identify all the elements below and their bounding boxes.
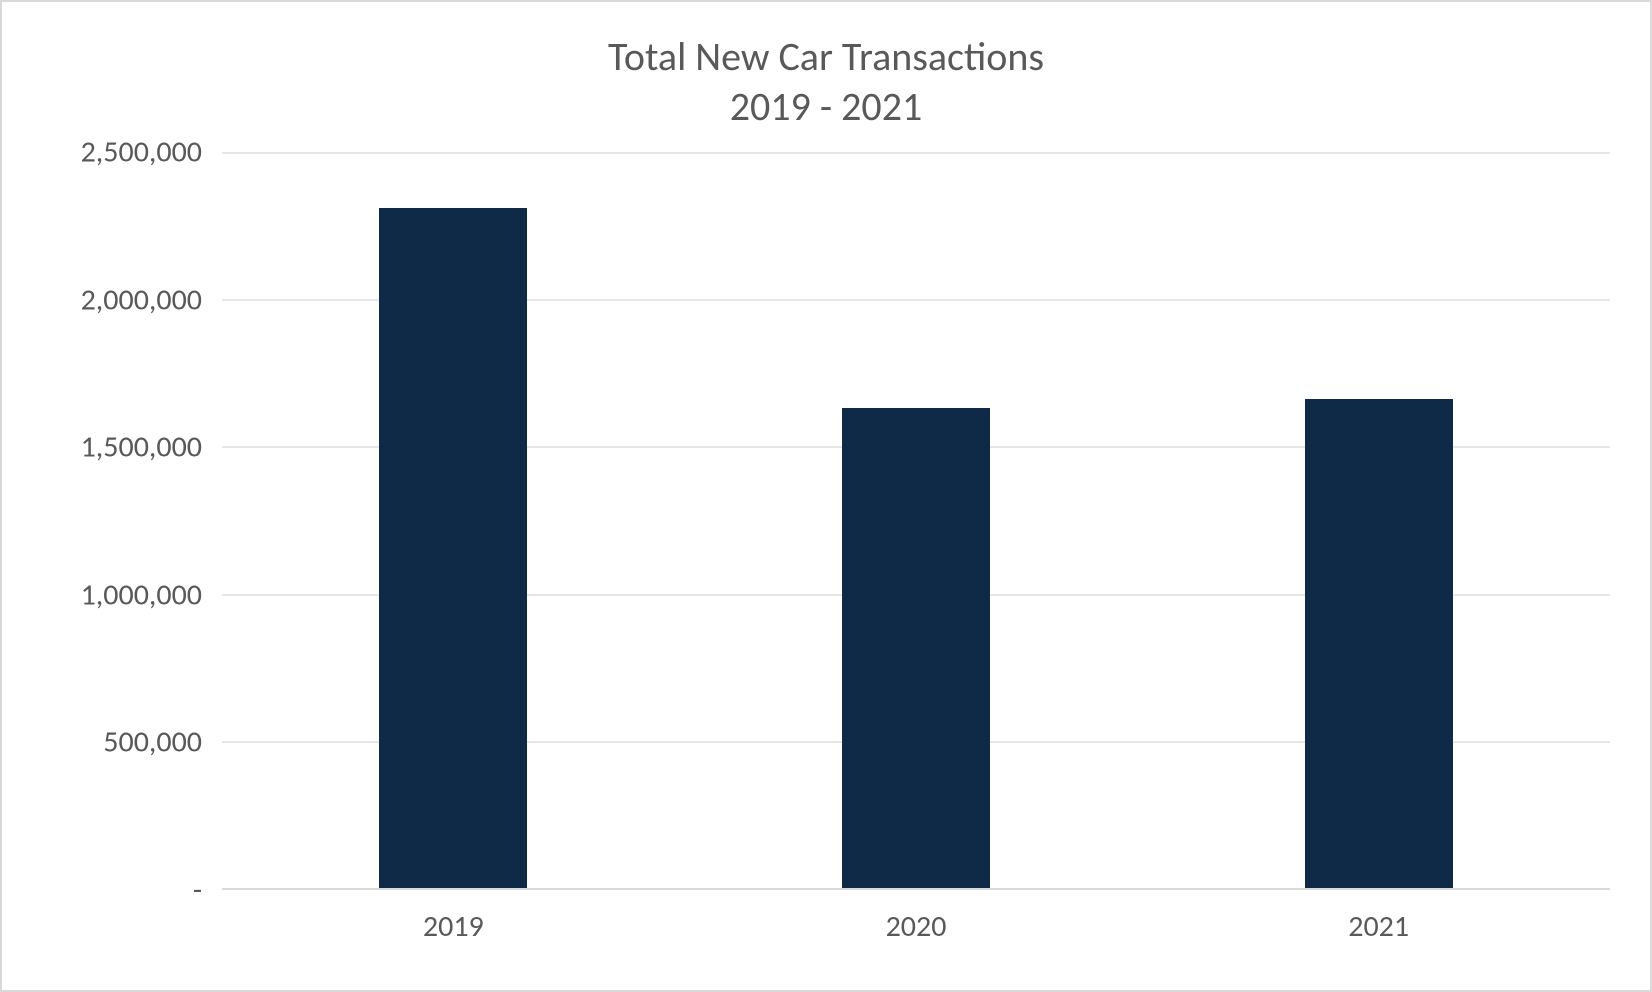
plot-column: 201920202021 — [222, 152, 1610, 960]
chart-title: Total New Car Transactions 2019 - 2021 — [42, 32, 1610, 132]
bar-2019 — [379, 208, 527, 888]
bars-layer — [222, 152, 1610, 888]
plot-area — [222, 152, 1610, 890]
chart-frame: Total New Car Transactions 2019 - 2021 -… — [0, 0, 1652, 992]
x-tick-label: 2020 — [685, 890, 1148, 960]
bar-2021 — [1305, 399, 1453, 888]
chart-body: -500,0001,000,0001,500,0002,000,0002,500… — [42, 152, 1610, 960]
chart-title-line-1: Total New Car Transactions — [608, 32, 1044, 81]
x-axis: 201920202021 — [222, 890, 1610, 960]
bar-slot — [222, 152, 685, 888]
y-axis: -500,0001,000,0001,500,0002,000,0002,500… — [42, 152, 222, 960]
y-tick-label: 2,500,000 — [81, 134, 202, 171]
x-tick-label: 2021 — [1147, 890, 1610, 960]
y-tick-label: - — [193, 872, 202, 909]
y-tick-label: 2,000,000 — [81, 281, 202, 318]
bar-slot — [685, 152, 1148, 888]
y-tick-label: 1,500,000 — [81, 429, 202, 466]
bar-slot — [1147, 152, 1610, 888]
y-tick-label: 1,000,000 — [81, 576, 202, 613]
chart-title-line-2: 2019 - 2021 — [730, 82, 923, 131]
x-tick-label: 2019 — [222, 890, 685, 960]
y-tick-label: 500,000 — [103, 724, 202, 761]
bar-2020 — [842, 408, 990, 888]
